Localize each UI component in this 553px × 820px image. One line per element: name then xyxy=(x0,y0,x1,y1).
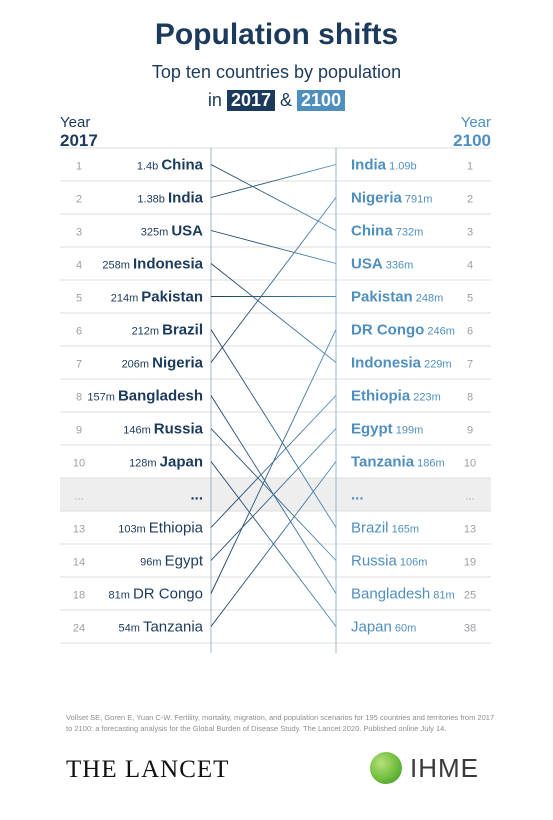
connector-egypt xyxy=(210,428,337,561)
left-rank: ... xyxy=(74,491,83,503)
ihme-logo-group: IHME xyxy=(370,752,479,784)
left-rank: 13 xyxy=(73,524,85,536)
left-label: 258m Indonesia xyxy=(102,256,203,273)
right-rank: 5 xyxy=(467,293,473,305)
ihme-globe-icon xyxy=(370,752,402,784)
right-rank: 25 xyxy=(464,590,476,602)
left-label: 206m Nigeria xyxy=(122,355,204,372)
right-label: Tanzania 186m xyxy=(351,454,445,471)
lancet-logo: THE LANCET xyxy=(66,756,230,783)
right-label: DR Congo 246m xyxy=(351,322,455,339)
connector-brazil xyxy=(210,329,337,528)
right-rank: 6 xyxy=(467,326,473,338)
chart-subtitle-years: in 2017 & 2100 xyxy=(0,90,553,111)
right-rank: 13 xyxy=(464,524,476,536)
left-year-number: 2017 xyxy=(60,131,98,150)
left-rank: 24 xyxy=(73,623,85,635)
left-rank: 3 xyxy=(76,227,82,239)
right-label: Nigeria 791m xyxy=(351,190,432,207)
right-label: India 1.09b xyxy=(351,157,417,174)
left-rank: 14 xyxy=(73,557,85,569)
right-year-tag: 2100 xyxy=(297,90,346,111)
right-rank: 9 xyxy=(467,425,473,437)
right-rank: 10 xyxy=(464,458,476,470)
left-label: 96m Egypt xyxy=(140,553,204,570)
left-rank: 6 xyxy=(76,326,82,338)
right-label: USA 336m xyxy=(351,256,413,273)
left-rank: 10 xyxy=(73,458,85,470)
left-label: 157m Bangladesh xyxy=(87,388,203,405)
right-rank: 3 xyxy=(467,227,473,239)
left-rank: 7 xyxy=(76,359,82,371)
left-label: 81m DR Congo xyxy=(108,586,203,603)
chart-title: Population shifts xyxy=(154,18,399,51)
left-rank: 1 xyxy=(76,161,82,173)
right-label: ... xyxy=(351,487,364,504)
bump-chart: 1 1.4b China 2 1.38b India 3 325m USA 4 258m In… xyxy=(60,147,491,653)
right-rank: 2 xyxy=(467,194,473,206)
right-label: Indonesia 229m xyxy=(351,355,452,372)
connector-china xyxy=(210,164,337,231)
left-rank: 4 xyxy=(76,260,82,272)
connector-nigeria xyxy=(210,197,337,363)
right-rank: 7 xyxy=(467,359,473,371)
left-year-word: Year xyxy=(60,114,91,131)
left-label: 128m Japan xyxy=(129,454,203,471)
left-label: 1.38b India xyxy=(137,190,203,207)
left-label: 1.4b China xyxy=(137,157,204,174)
left-label: 214m Pakistan xyxy=(111,289,203,306)
subtitle-amp: & xyxy=(280,90,293,110)
left-rank: 18 xyxy=(73,590,85,602)
left-label: 212m Brazil xyxy=(132,322,203,339)
right-rank: ... xyxy=(465,491,474,503)
right-label: Bangladesh 81m xyxy=(351,586,455,603)
left-year-tag: 2017 xyxy=(226,90,275,111)
right-label: China 732m xyxy=(351,223,423,240)
connector-india xyxy=(210,164,337,198)
source-citation: Vollset SE, Goren E, Yuan C-W. Fertility… xyxy=(66,713,495,733)
left-label: 325m USA xyxy=(141,223,203,240)
right-rank: 1 xyxy=(467,161,473,173)
subtitle-prefix: in xyxy=(207,90,222,110)
gap-row-stripe xyxy=(60,478,491,511)
right-label: Pakistan 248m xyxy=(351,289,443,306)
connector-tanzania xyxy=(210,461,337,627)
left-rank: 9 xyxy=(76,425,82,437)
right-rank: 8 xyxy=(467,392,473,404)
right-label: Ethiopia 223m xyxy=(351,388,441,405)
right-rank: 38 xyxy=(464,623,476,635)
left-label: 103m Ethiopia xyxy=(118,520,203,537)
left-rank: 2 xyxy=(76,194,82,206)
ihme-logo-text: IHME xyxy=(410,752,479,783)
left-label: ... xyxy=(190,487,203,504)
right-rank: 4 xyxy=(467,260,473,272)
right-label: Egypt 199m xyxy=(351,421,423,438)
left-rank: 8 xyxy=(76,392,82,404)
chart-subtitle: Top ten countries by population xyxy=(151,62,402,82)
left-label: 54m Tanzania xyxy=(118,619,203,636)
connector-dr-congo xyxy=(210,329,337,594)
right-year-number: 2100 xyxy=(453,131,491,150)
right-label: Russia 106m xyxy=(351,553,427,570)
left-rank: 5 xyxy=(76,293,82,305)
connector-usa xyxy=(210,230,337,264)
right-label: Brazil 165m xyxy=(351,520,419,537)
right-label: Japan 60m xyxy=(351,619,416,636)
right-year-word: Year xyxy=(460,114,491,131)
connector-indonesia xyxy=(210,263,337,363)
right-rank: 19 xyxy=(464,557,476,569)
left-label: 146m Russia xyxy=(123,421,203,438)
